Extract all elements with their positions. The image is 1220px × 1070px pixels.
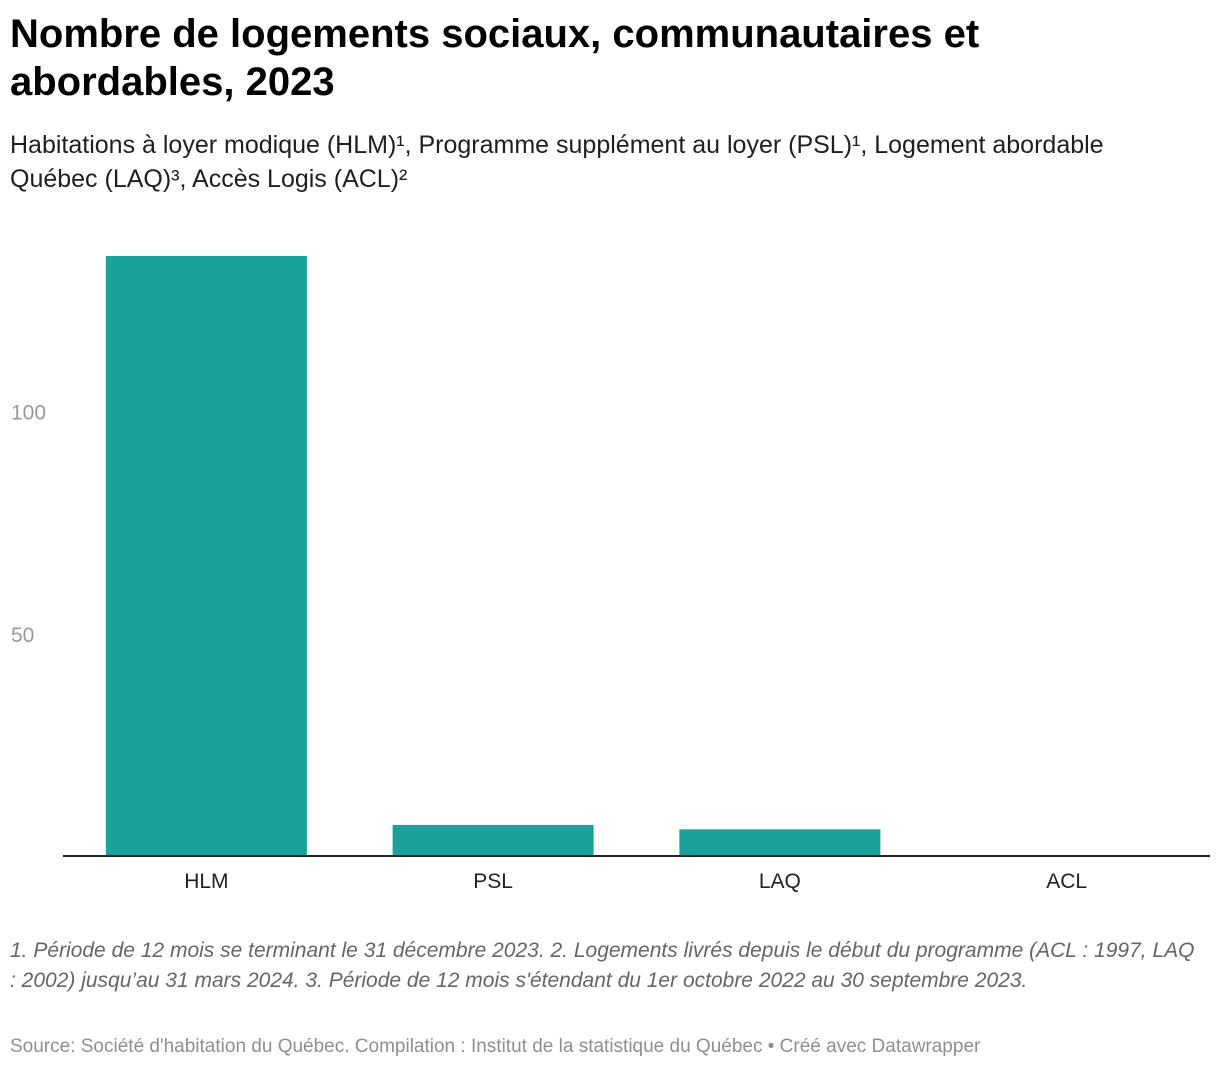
- x-tick-label-psl: PSL: [473, 870, 513, 893]
- y-tick-label-50: 50: [11, 624, 34, 647]
- bar-psl: [392, 824, 594, 856]
- bars: [105, 256, 881, 856]
- x-tick-label-acl: ACL: [1046, 870, 1087, 893]
- bar-chart: 50 100 HLM PSL LAQ ACL: [11, 256, 1210, 893]
- chart-subtitle: Habitations à loyer modique (HLM)¹, Prog…: [10, 131, 1104, 193]
- bar-laq: [679, 829, 881, 856]
- y-tick-label-100: 100: [11, 402, 46, 425]
- x-axis: HLM PSL LAQ ACL: [184, 870, 1087, 893]
- chart-source: Source: Société d'habitation du Québec. …: [10, 1036, 981, 1057]
- x-tick-label-laq: LAQ: [759, 870, 801, 893]
- chart-title: Nombre de logements sociaux, communautai…: [10, 12, 980, 104]
- bar-hlm: [105, 256, 307, 856]
- y-axis: 50 100: [11, 402, 46, 647]
- x-tick-label-hlm: HLM: [184, 870, 228, 893]
- chart-notes: 1. Période de 12 mois se terminant le 31…: [10, 939, 1195, 992]
